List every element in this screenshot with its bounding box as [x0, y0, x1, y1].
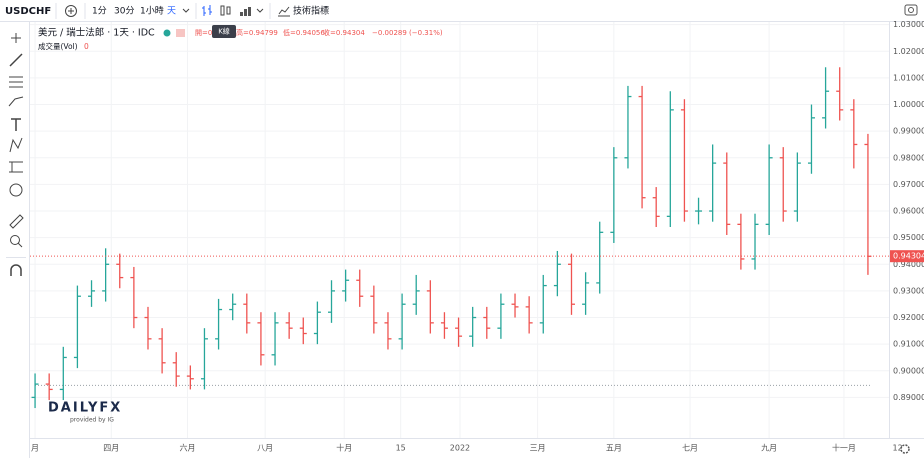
- legend-title: 美元 / 瑞士法郎 · 1天 · IDC: [38, 27, 155, 39]
- magnet-tool[interactable]: [10, 264, 22, 276]
- y-tick-label: 0.96000: [893, 207, 924, 216]
- candles-icon-part: [226, 6, 231, 15]
- snapshot-icon[interactable]: [904, 4, 918, 16]
- y-tick-label: 0.95000: [893, 233, 924, 242]
- dropdown-icon[interactable]: [256, 8, 264, 13]
- x-tick-label: 五月: [606, 444, 622, 453]
- ruler-tool[interactable]: [9, 214, 24, 229]
- y-tick-label: 0.93000: [893, 286, 924, 295]
- interval[interactable]: 1小時: [140, 6, 164, 17]
- trendline-tool[interactable]: [9, 53, 23, 67]
- logo-brand: DAILYFX: [48, 401, 122, 416]
- x-tick-label: 15: [396, 444, 406, 453]
- x-tick-label: 九月: [761, 444, 777, 453]
- x-tick-label: 四月: [103, 444, 119, 453]
- add-symbol-plus: [68, 8, 74, 14]
- last-price-label: 0.94304: [893, 252, 924, 261]
- x-tick-label: 月: [31, 444, 39, 453]
- status-dot: [163, 29, 171, 37]
- legend-close: 收=0.94304: [323, 28, 365, 37]
- interval[interactable]: 30分: [114, 6, 134, 17]
- snapshot-lens: [908, 7, 914, 13]
- zoom-tool[interactable]: [10, 235, 20, 245]
- text-tool[interactable]: [11, 118, 21, 131]
- y-tick-label: 1.03000: [893, 20, 924, 29]
- y-tick-label: 0.99000: [893, 127, 924, 136]
- y-tick-label: 0.98000: [893, 153, 924, 162]
- y-tick-label: 1.02000: [893, 47, 924, 56]
- legend-high: 高=0.94799: [236, 28, 278, 37]
- pattern-tool[interactable]: [9, 137, 23, 153]
- y-tick-label: 0.90000: [893, 366, 924, 375]
- interval-active[interactable]: 天: [167, 7, 176, 17]
- plot: 0.89000 0.90000 0.91000 0.92000 0.93000 0.940…: [30, 20, 924, 453]
- x-tick-label: 2022: [450, 444, 470, 453]
- x-tick-label: 八月: [257, 444, 273, 453]
- last-price-badge: [890, 250, 924, 263]
- icons-tool[interactable]: [9, 183, 23, 197]
- indicators-icon[interactable]: [278, 6, 290, 17]
- y-tick-label: 1.00000: [893, 100, 924, 109]
- x-tick-label: 六月: [180, 443, 196, 453]
- legend-change: −0.00289 (−0.31%): [372, 29, 443, 37]
- symbol[interactable]: USDCHF: [5, 6, 51, 17]
- add-symbol-icon[interactable]: [65, 5, 77, 17]
- y-tick-label: 0.91000: [893, 340, 924, 349]
- tooltip: [212, 25, 236, 38]
- bars-style-icon[interactable]: [202, 5, 212, 16]
- logo-provider: provided by IG: [70, 417, 114, 424]
- left-toolbar: [0, 22, 29, 458]
- legend-open: 開=0.: [195, 29, 215, 37]
- volume-label: 成交量(Vol): [38, 41, 78, 51]
- prediction-tool[interactable]: [9, 161, 23, 173]
- brush-tool[interactable]: [8, 96, 24, 107]
- x-tick-label: 12: [892, 444, 902, 453]
- y-tick-label: 0.89000: [893, 393, 924, 402]
- x-tick-label: 十月: [336, 443, 352, 453]
- dropdown-icon[interactable]: [182, 8, 190, 13]
- interval[interactable]: 1分: [92, 6, 107, 17]
- crosshair-tool[interactable]: [11, 33, 21, 43]
- x-tick-label: 三月: [530, 444, 546, 453]
- status-badge: [176, 29, 185, 37]
- indicators-button[interactable]: 技術指標: [293, 5, 329, 17]
- legend-low: 低=0.94056: [283, 28, 325, 37]
- y-tick-label: 0.97000: [893, 180, 924, 189]
- top-toolbar: [0, 0, 924, 22]
- volume-value: 0: [84, 42, 89, 51]
- x-tick-label: 十一月: [832, 443, 856, 453]
- area-style-icon[interactable]: [240, 7, 251, 16]
- tooltip-text: K線: [218, 27, 230, 36]
- fib-tool[interactable]: [9, 76, 23, 88]
- candles-icon[interactable]: [220, 5, 225, 16]
- zoom-handle: [17, 242, 23, 248]
- y-tick-label: 0.92000: [893, 313, 924, 322]
- settings-icon[interactable]: [900, 444, 910, 454]
- y-tick-label: 1.01000: [893, 73, 924, 82]
- y-tick-label: 0.94000: [893, 260, 924, 269]
- x-tick-label: 七月: [682, 444, 698, 453]
